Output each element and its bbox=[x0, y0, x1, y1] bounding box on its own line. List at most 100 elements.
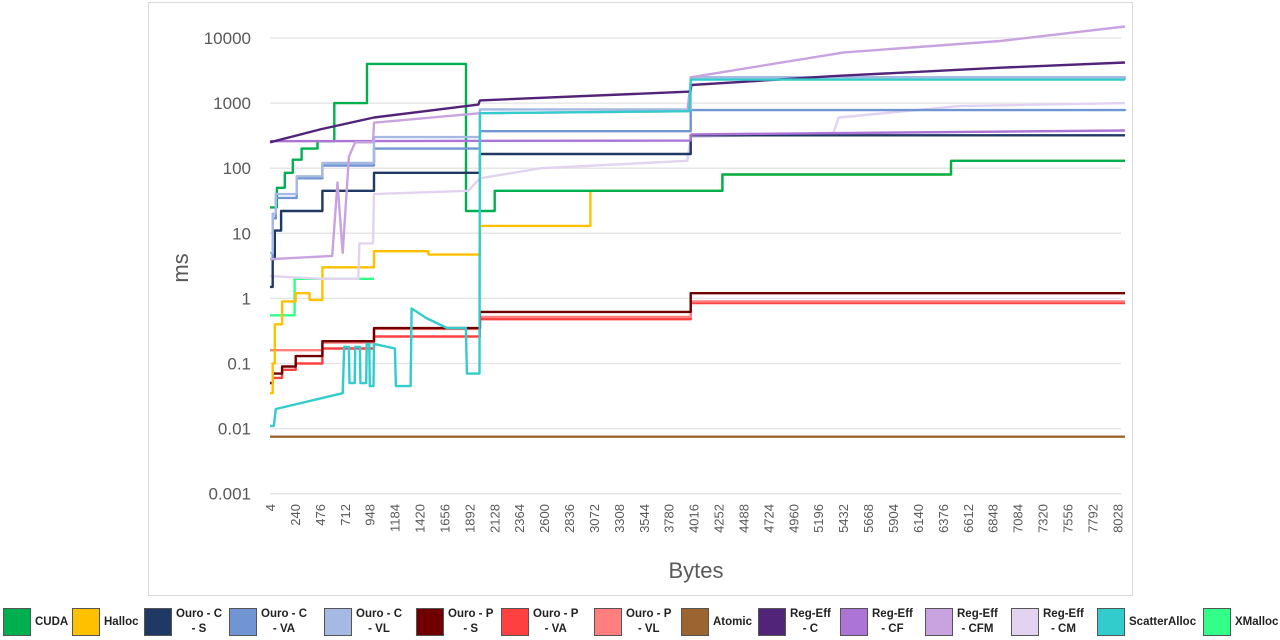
x-tick-label: 5904 bbox=[886, 504, 901, 533]
y-tick-label: 0.1 bbox=[227, 355, 251, 374]
chart-area bbox=[148, 2, 1133, 596]
legend-item: Ouro - P - S bbox=[416, 607, 493, 637]
gridlines bbox=[270, 37, 1121, 495]
series-line-ouro-p-va bbox=[270, 301, 1125, 385]
x-tick-label: 6140 bbox=[911, 504, 926, 533]
x-tick-label: 5668 bbox=[861, 504, 876, 533]
legend-swatch bbox=[681, 608, 709, 636]
x-tick-label: 1184 bbox=[388, 504, 403, 532]
legend-item: Halloc bbox=[72, 607, 139, 637]
legend-item: Ouro - C - S bbox=[144, 607, 222, 637]
y-tick-label: 10 bbox=[232, 224, 251, 243]
legend-item: Ouro - C - VA bbox=[229, 607, 307, 637]
legend-item: CUDA bbox=[3, 607, 68, 637]
series-line-ouro-p-vl bbox=[270, 300, 1125, 352]
x-tick-label: 7792 bbox=[1085, 504, 1100, 533]
legend-label: Ouro - C - S bbox=[176, 608, 222, 635]
legend-swatch bbox=[1203, 608, 1231, 636]
legend-swatch bbox=[1097, 608, 1125, 636]
y-tick-label: 10000 bbox=[204, 29, 251, 48]
legend-item: Reg-Eff - CM bbox=[1011, 607, 1084, 637]
legend-swatch bbox=[416, 608, 444, 636]
x-axis-ticks: 4 240 476 712 948 1184 1420 1656 1892 2128 2364 260… bbox=[263, 504, 1125, 533]
legend-label: Ouro - P - VL bbox=[626, 608, 672, 635]
legend-item: Reg-Eff - C bbox=[758, 607, 831, 637]
legend-swatch bbox=[144, 608, 172, 636]
legend-swatch bbox=[3, 608, 31, 636]
legend-swatch bbox=[758, 608, 786, 636]
legend-label: Reg-Eff - C bbox=[790, 608, 831, 635]
legend-label: XMalloc bbox=[1235, 615, 1279, 628]
x-tick-label: 2364 bbox=[512, 504, 527, 533]
legend-label: CUDA bbox=[35, 615, 69, 628]
x-tick-label: 948 bbox=[363, 504, 378, 526]
legend-label: Atomic bbox=[713, 615, 752, 628]
series-line-ouro-p-s bbox=[270, 292, 1125, 385]
legend-label: Ouro - C - VA bbox=[261, 608, 307, 635]
legend-item: Ouro - P - VA bbox=[501, 607, 578, 637]
x-tick-label: 5432 bbox=[836, 504, 851, 533]
y-tick-label: 1 bbox=[242, 289, 251, 308]
x-tick-label: 7556 bbox=[1060, 504, 1075, 533]
series-line-scatteralloc bbox=[270, 78, 1125, 428]
legend-item: Atomic bbox=[681, 607, 752, 637]
x-tick-label: 6848 bbox=[986, 504, 1001, 533]
legend-label: Ouro - P - VA bbox=[533, 608, 579, 635]
x-tick-label: 4 bbox=[263, 504, 278, 511]
x-tick-label: 1420 bbox=[413, 504, 428, 533]
x-tick-label: 3072 bbox=[587, 504, 602, 533]
x-tick-label: 5196 bbox=[811, 504, 826, 533]
series-line-halloc bbox=[270, 159, 1125, 395]
legend-label: Reg-Eff - CFM bbox=[957, 608, 998, 635]
x-axis-label: Bytes bbox=[668, 558, 723, 583]
x-tick-label: 2128 bbox=[487, 504, 502, 533]
series-line-ouro-c-s bbox=[270, 134, 1125, 289]
x-tick-label: 2600 bbox=[537, 504, 552, 533]
legend-swatch bbox=[229, 608, 257, 636]
legend-item: Ouro - C - VL bbox=[324, 607, 402, 637]
x-tick-label: 240 bbox=[288, 504, 303, 526]
x-tick-label: 7084 bbox=[1011, 504, 1026, 533]
y-tick-label: 0.001 bbox=[208, 485, 251, 504]
x-tick-label: 3544 bbox=[637, 504, 652, 533]
series-lines bbox=[269, 25, 1127, 438]
series-line-reg-eff-c bbox=[269, 61, 1126, 144]
legend-label: Halloc bbox=[104, 615, 139, 628]
legend-swatch bbox=[1011, 608, 1039, 636]
x-tick-label: 712 bbox=[338, 504, 353, 526]
series-line-reg-eff-cfm bbox=[269, 25, 1126, 261]
legend-label: ScatterAlloc bbox=[1129, 615, 1197, 628]
legend-item: Reg-Eff - CF bbox=[840, 607, 913, 637]
x-tick-label: 7320 bbox=[1036, 504, 1051, 533]
x-tick-label: 8028 bbox=[1110, 504, 1125, 533]
x-tick-label: 4960 bbox=[786, 504, 801, 533]
x-tick-label: 3308 bbox=[612, 504, 627, 533]
x-tick-label: 476 bbox=[313, 504, 328, 526]
x-tick-label: 1656 bbox=[437, 504, 452, 533]
y-axis-ticks: 10000 1000 100 10 1 0.1 0.01 0.001 bbox=[204, 29, 251, 504]
x-tick-label: 4252 bbox=[712, 504, 727, 533]
legend-label: Ouro - C - VL bbox=[356, 608, 402, 635]
x-tick-label: 6612 bbox=[961, 504, 976, 533]
x-tick-label: 4488 bbox=[736, 504, 751, 533]
x-tick-label: 4724 bbox=[761, 504, 776, 533]
legend-item: Reg-Eff - CFM bbox=[925, 607, 998, 637]
x-tick-label: 3780 bbox=[662, 504, 677, 533]
legend-item: Ouro - P - VL bbox=[594, 607, 671, 637]
x-tick-label: 6376 bbox=[936, 504, 951, 533]
x-tick-label: 4016 bbox=[687, 504, 702, 533]
legend-item: XMalloc bbox=[1203, 607, 1278, 637]
legend-swatch bbox=[594, 608, 622, 636]
legend-swatch bbox=[501, 608, 529, 636]
y-axis-label: ms bbox=[168, 253, 193, 282]
legend-swatch bbox=[72, 608, 100, 636]
x-tick-label: 1892 bbox=[462, 504, 477, 533]
chart-plot: 10000 1000 100 10 1 0.1 0.01 0.001 4 240 476 712 94… bbox=[168, 25, 1127, 583]
y-tick-label: 1000 bbox=[213, 94, 251, 113]
legend-swatch bbox=[840, 608, 868, 636]
y-tick-label: 0.01 bbox=[218, 420, 251, 439]
series-line-cuda bbox=[270, 62, 1125, 213]
legend-item: ScatterAlloc bbox=[1097, 607, 1196, 637]
legend-label: Reg-Eff - CM bbox=[1043, 608, 1084, 635]
legend-swatch bbox=[324, 608, 352, 636]
